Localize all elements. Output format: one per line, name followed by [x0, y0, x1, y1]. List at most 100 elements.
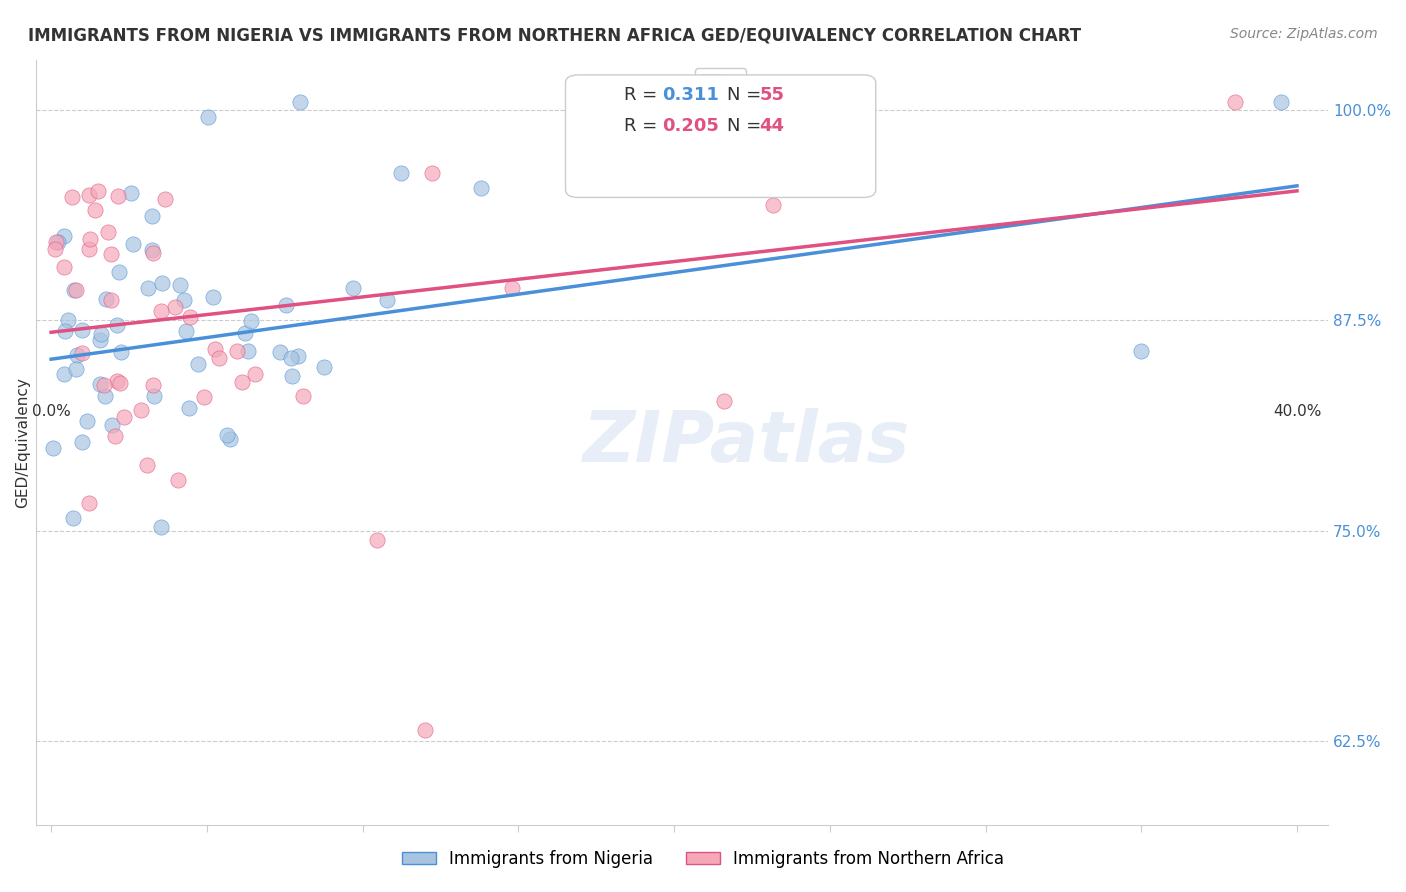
Point	[100, 247, 122, 261]
Point	[287, 349, 309, 363]
Point	[713, 394, 735, 409]
Text: N =: N =	[727, 87, 768, 104]
Point	[93, 378, 115, 392]
FancyBboxPatch shape	[565, 75, 876, 197]
Point	[389, 166, 412, 180]
Point	[56, 313, 79, 327]
Point	[269, 345, 291, 359]
Point	[83, 202, 105, 217]
Point	[90, 327, 112, 342]
Point	[100, 293, 122, 307]
Point	[366, 533, 388, 547]
Point	[96, 292, 118, 306]
Point	[143, 389, 166, 403]
Point	[77, 187, 100, 202]
Point	[142, 378, 165, 392]
Point	[202, 289, 225, 303]
Point	[501, 281, 523, 295]
Text: 0.205: 0.205	[662, 117, 720, 135]
Point	[94, 389, 117, 403]
Point	[169, 277, 191, 292]
Point	[63, 284, 86, 298]
Point	[290, 95, 312, 109]
Point	[108, 265, 131, 279]
Legend: , : ,	[695, 68, 747, 130]
Point	[101, 418, 124, 433]
Point	[41, 442, 63, 456]
Point	[97, 225, 120, 239]
Point	[135, 458, 157, 472]
Point	[1270, 95, 1292, 109]
Text: R =: R =	[624, 117, 662, 135]
Point	[762, 198, 785, 212]
Point	[240, 314, 263, 328]
Point	[70, 434, 93, 449]
Point	[167, 473, 190, 487]
Point	[375, 293, 398, 308]
Y-axis label: GED/Equivalency: GED/Equivalency	[15, 377, 30, 508]
Point	[236, 344, 259, 359]
Point	[105, 318, 128, 333]
Point	[44, 242, 66, 256]
Point	[87, 184, 110, 198]
Point	[141, 209, 163, 223]
Point	[281, 368, 304, 383]
Point	[215, 427, 238, 442]
Point	[65, 362, 87, 376]
Point	[53, 260, 76, 274]
Text: 44: 44	[759, 117, 785, 135]
Point	[174, 324, 197, 338]
Point	[70, 346, 93, 360]
Point	[76, 414, 98, 428]
Point	[89, 333, 111, 347]
Point	[66, 348, 89, 362]
Point	[104, 428, 127, 442]
Text: 0.0%: 0.0%	[32, 404, 70, 419]
Point	[179, 310, 201, 324]
Text: 55: 55	[759, 87, 785, 104]
Point	[53, 367, 76, 381]
Text: IMMIGRANTS FROM NIGERIA VS IMMIGRANTS FROM NORTHERN AFRICA GED/EQUIVALENCY CORRE: IMMIGRANTS FROM NIGERIA VS IMMIGRANTS FR…	[28, 27, 1081, 45]
Point	[60, 190, 83, 204]
Point	[219, 433, 242, 447]
Text: 40.0%: 40.0%	[1272, 404, 1322, 419]
Text: R =: R =	[624, 87, 662, 104]
Point	[1130, 343, 1153, 358]
Point	[46, 235, 69, 249]
Point	[45, 235, 67, 250]
Point	[413, 723, 436, 737]
Point	[149, 520, 172, 534]
Point	[107, 189, 129, 203]
Point	[77, 496, 100, 510]
Point	[163, 300, 186, 314]
Point	[470, 181, 492, 195]
Point	[153, 193, 176, 207]
Point	[274, 298, 297, 312]
Point	[177, 401, 200, 415]
Text: ZIPatlas: ZIPatlas	[583, 408, 910, 477]
Point	[62, 510, 84, 524]
Point	[129, 403, 152, 417]
Point	[141, 243, 163, 257]
Point	[89, 376, 111, 391]
Point	[245, 368, 267, 382]
Point	[204, 343, 226, 357]
Text: Source: ZipAtlas.com: Source: ZipAtlas.com	[1230, 27, 1378, 41]
Point	[79, 242, 101, 256]
Text: 0.311: 0.311	[662, 87, 720, 104]
Point	[112, 410, 135, 425]
Point	[1223, 95, 1246, 109]
Point	[208, 351, 231, 366]
Point	[79, 232, 101, 246]
Text: N =: N =	[727, 117, 768, 135]
Point	[226, 343, 249, 358]
Point	[197, 110, 219, 124]
Point	[280, 351, 302, 366]
Point	[150, 303, 173, 318]
Point	[136, 281, 159, 295]
Point	[342, 281, 364, 295]
Point	[70, 323, 93, 337]
Point	[150, 276, 173, 290]
Point	[105, 374, 128, 388]
Point	[193, 390, 215, 404]
